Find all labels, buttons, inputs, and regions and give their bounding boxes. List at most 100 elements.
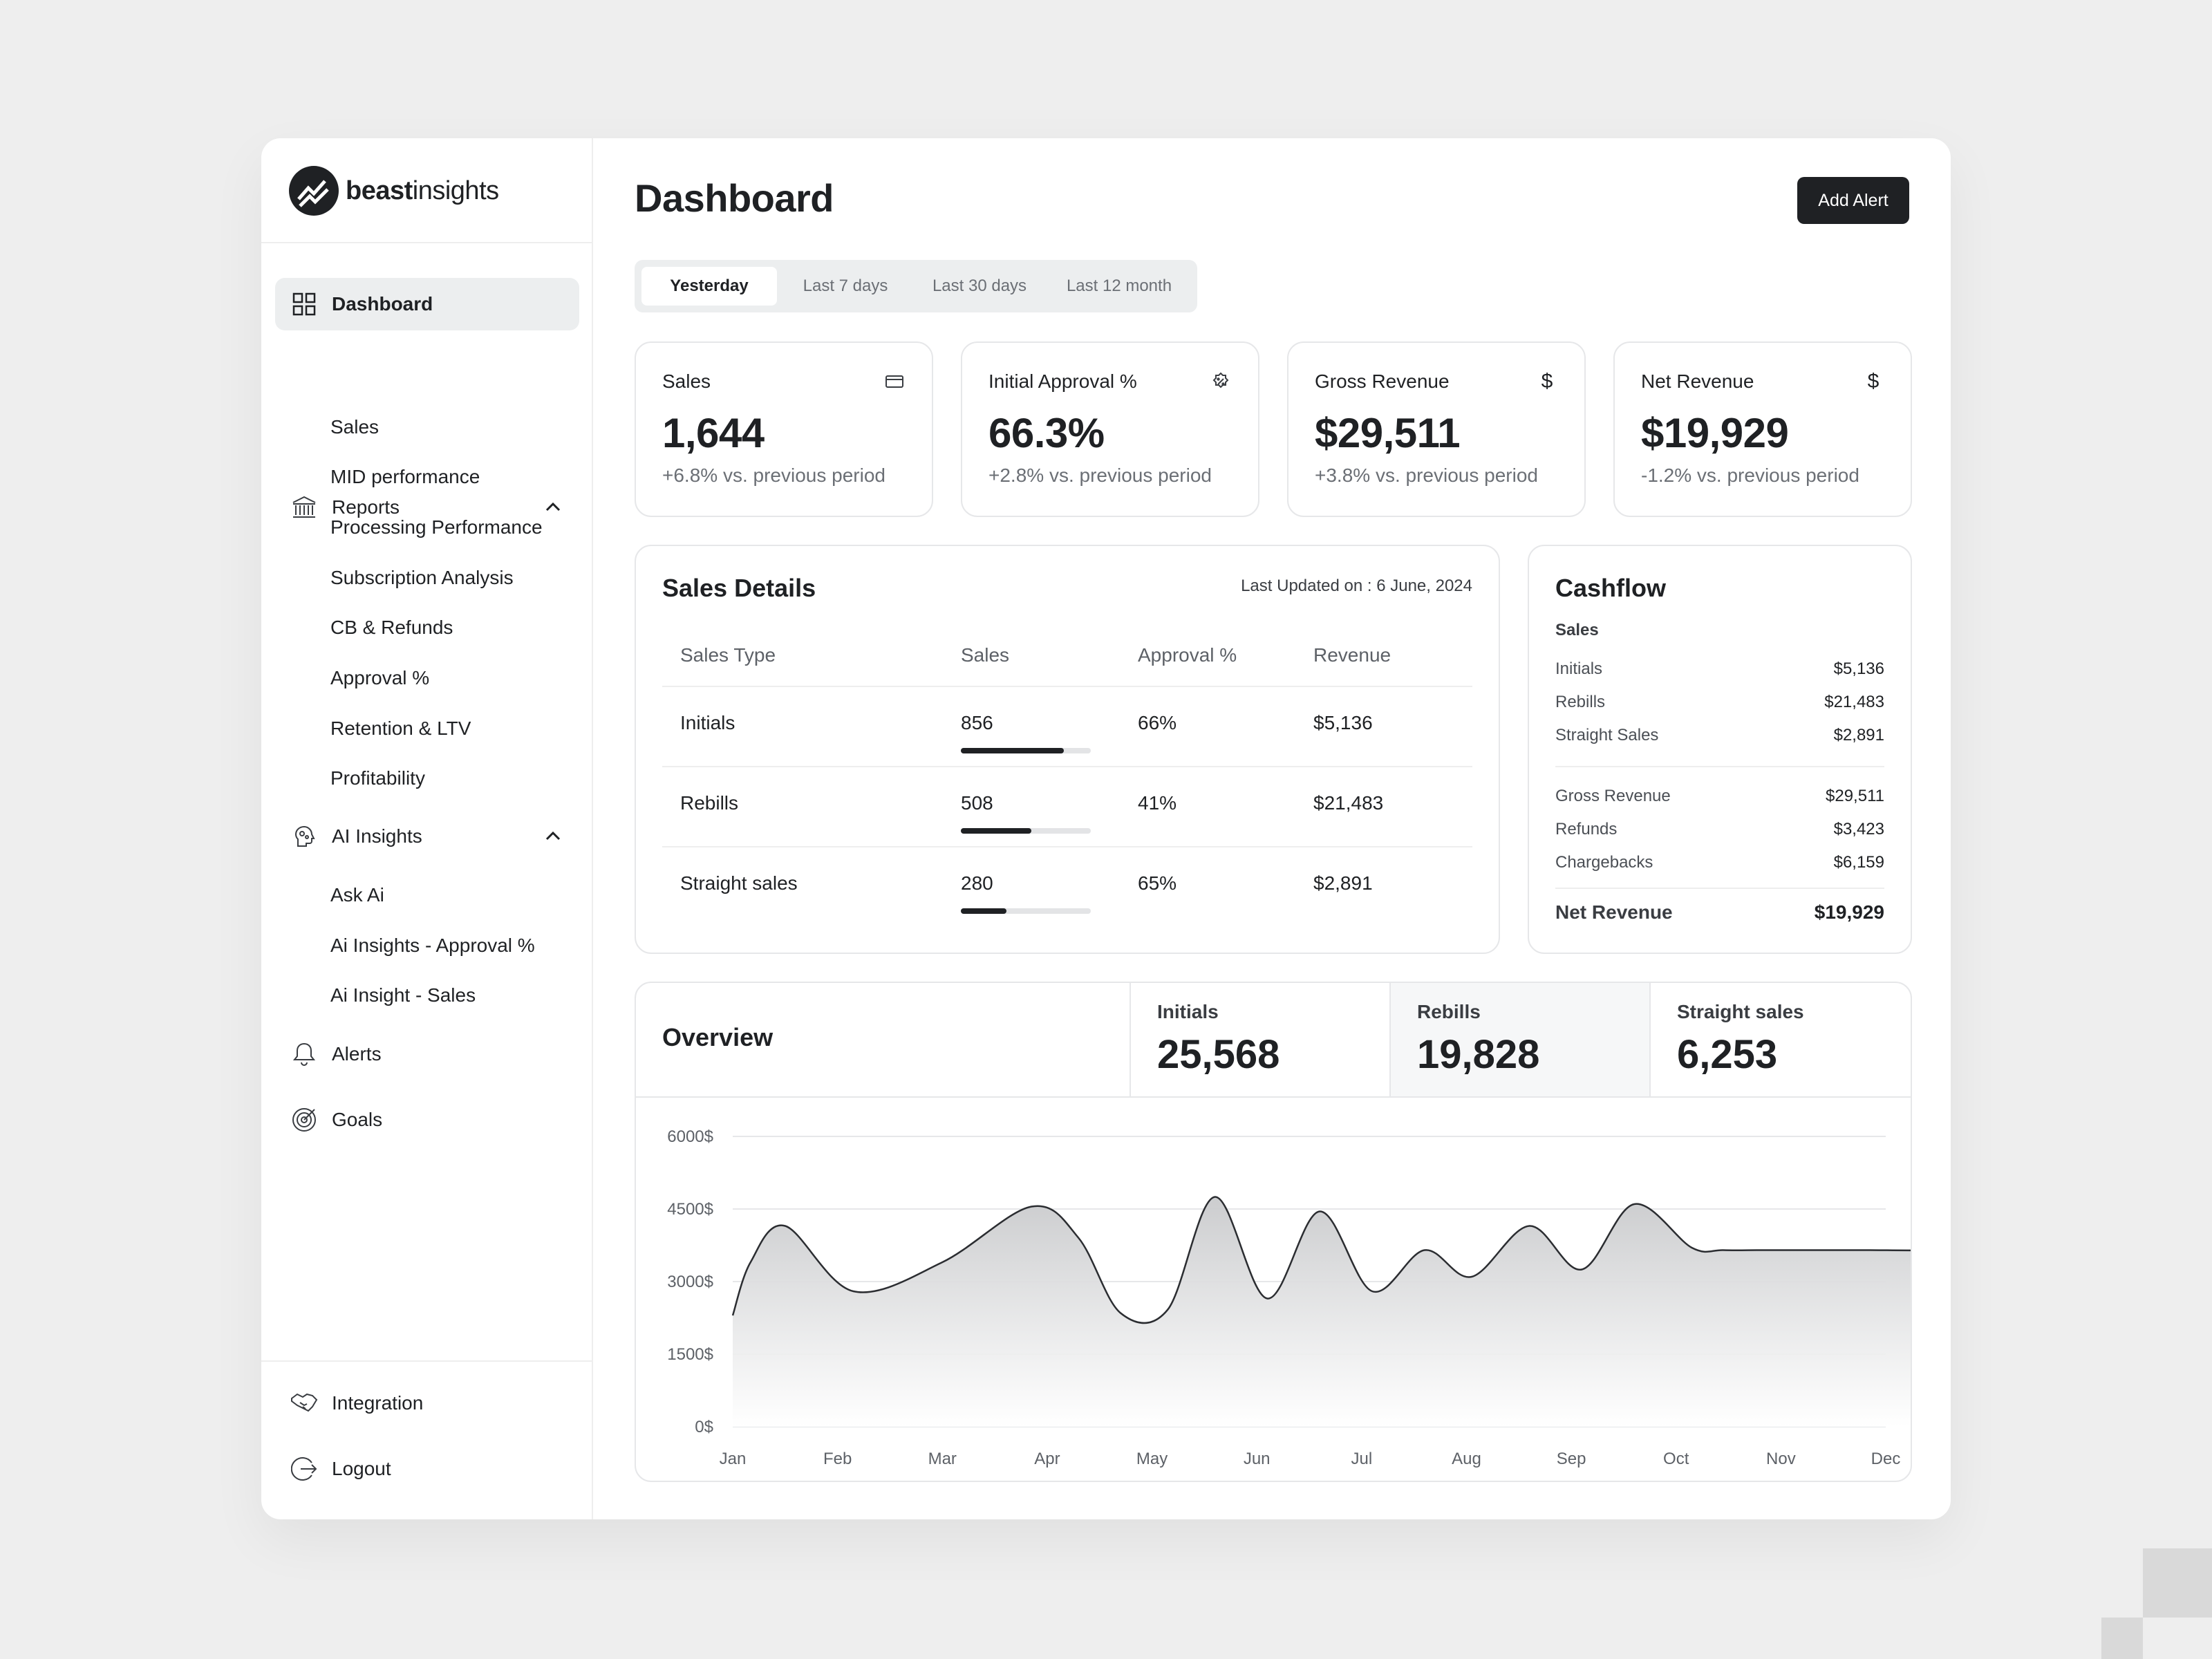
app-window: beastinsights Dashboard: [261, 138, 1951, 1519]
cashflow-row: Straight Sales $2,891: [1555, 726, 1884, 744]
page-title: Dashboard: [635, 176, 834, 220]
sidebar-item-ai-insights[interactable]: AI Insights: [275, 810, 579, 863]
last-updated: Last Updated on : 6 June, 2024: [1241, 577, 1472, 595]
stat-value: 25,568: [1157, 1032, 1280, 1077]
x-tick-label: Mar: [928, 1450, 957, 1468]
chevron-up-icon[interactable]: [542, 825, 564, 847]
cashflow-card: Cashflow Sales Initials $5,136 Rebills $21…: [1528, 545, 1912, 954]
sidebar-item-label: Integration: [332, 1392, 424, 1414]
card-title: Overview: [662, 1023, 774, 1051]
cashflow-row: Gross Revenue $29,511: [1555, 787, 1884, 805]
sales-share-fill: [961, 748, 1064, 753]
x-tick-label: Nov: [1766, 1450, 1796, 1468]
main-content: Dashboard Add Alert Yesterday Last 7 day…: [593, 138, 1951, 1519]
sales-share-bar: [961, 908, 1091, 914]
sidebar-subitem-retention-ltv[interactable]: Retention & LTV: [330, 718, 471, 739]
kpi-delta: +6.8% vs. previous period: [662, 465, 885, 486]
sidebar-item-label: Reports: [332, 496, 400, 518]
kpi-card-sales: Sales 1,644 +6.8% vs. previous period: [635, 341, 933, 517]
cell-revenue: $21,483: [1313, 792, 1384, 814]
tab-last-7-days[interactable]: Last 7 days: [803, 276, 888, 295]
overview-divider: [636, 1096, 1911, 1098]
overview-stat-initials[interactable]: Initials 25,568: [1130, 983, 1391, 1096]
cashflow-row: Chargebacks $6,159: [1555, 853, 1884, 872]
x-tick-label: Jul: [1351, 1450, 1372, 1468]
chevron-up-icon[interactable]: [542, 496, 564, 518]
sidebar-item-label: AI Insights: [332, 825, 422, 847]
x-tick-label: Jun: [1244, 1450, 1271, 1468]
sidebar: beastinsights Dashboard: [261, 138, 593, 1519]
sidebar-subitem-profitability[interactable]: Profitability: [330, 767, 425, 789]
brand-logo[interactable]: beastinsights: [289, 166, 499, 216]
card-icon: [883, 371, 906, 393]
logo-mark-icon: [289, 166, 339, 216]
y-tick-label: 0$: [695, 1418, 713, 1436]
cashflow-row: Refunds $3,423: [1555, 820, 1884, 838]
cell-sales: 508: [961, 792, 993, 814]
corner-decoration: [2143, 1548, 2212, 1618]
sidebar-divider: [261, 1360, 593, 1362]
stat-value: 19,828: [1417, 1032, 1540, 1077]
kpi-title: Net Revenue: [1641, 371, 1754, 392]
logout-icon: [290, 1455, 318, 1483]
cashflow-net-revenue: Net Revenue $19,929: [1555, 901, 1884, 923]
sidebar-item-label: Goals: [332, 1109, 383, 1130]
y-tick-label: 1500$: [667, 1345, 713, 1364]
sidebar-subitem-cb-refunds[interactable]: CB & Refunds: [330, 617, 453, 638]
column-header: Sales Type: [680, 644, 776, 666]
card-title: Sales Details: [662, 574, 816, 602]
cashflow-row: Initials $5,136: [1555, 659, 1884, 678]
tab-last-30-days[interactable]: Last 30 days: [932, 276, 1027, 295]
column-header: Approval %: [1138, 644, 1237, 666]
sidebar-item-alerts[interactable]: Alerts: [275, 1028, 579, 1080]
overview-stat-rebills[interactable]: Rebills 19,828: [1389, 983, 1651, 1096]
cell-sales: 856: [961, 712, 993, 733]
kpi-card-net-revenue: Net Revenue $ $19,929 -1.2% vs. previous…: [1613, 341, 1912, 517]
sidebar-item-integration[interactable]: Integration: [275, 1377, 579, 1430]
kpi-value: 1,644: [662, 410, 765, 456]
add-alert-button[interactable]: Add Alert: [1797, 177, 1909, 224]
series-line: [731, 1196, 1911, 1324]
cashflow-divider: [1555, 888, 1884, 889]
kpi-value: 66.3%: [988, 410, 1105, 456]
tab-yesterday[interactable]: Yesterday: [641, 267, 777, 306]
overview-area-chart: 6000$ 4500$ 3000$ 1500$ 0$ Jan Feb Mar Apr May Ju…: [667, 1127, 1911, 1468]
tab-last-12-month[interactable]: Last 12 month: [1066, 276, 1172, 295]
sidebar-subitem-mid-performance[interactable]: MID performance: [330, 466, 480, 487]
cell-sales-type: Rebills: [680, 792, 739, 814]
sidebar-subitem-ask-ai[interactable]: Ask Ai: [330, 884, 384, 906]
overview-card: Overview Initials 25,568 Rebills 19,828 …: [635, 982, 1912, 1482]
sidebar-subitem-ai-sales[interactable]: Ai Insight - Sales: [330, 984, 476, 1006]
sidebar-item-logout[interactable]: Logout: [275, 1443, 579, 1495]
bank-icon: [290, 494, 318, 521]
column-header: Revenue: [1313, 644, 1391, 666]
sales-share-bar: [961, 828, 1091, 834]
sidebar-subitem-processing-performance[interactable]: Processing Performance: [330, 516, 543, 538]
sidebar-item-goals[interactable]: Goals: [275, 1094, 579, 1146]
sidebar-item-label: Logout: [332, 1458, 391, 1479]
kpi-delta: -1.2% vs. previous period: [1641, 465, 1859, 486]
dollar-icon: $: [1541, 370, 1553, 393]
cell-sales: 280: [961, 872, 993, 894]
kpi-delta: +2.8% vs. previous period: [988, 465, 1212, 486]
sidebar-subitem-sales[interactable]: Sales: [330, 416, 379, 438]
sidebar-divider: [261, 242, 593, 243]
handshake-icon: [290, 1389, 318, 1417]
sales-share-bar: [961, 748, 1091, 753]
sidebar-subitem-approval[interactable]: Approval %: [330, 667, 430, 688]
sidebar-item-dashboard[interactable]: Dashboard: [275, 278, 579, 330]
x-tick-label: Dec: [1871, 1450, 1901, 1468]
date-range-tabs: Yesterday Last 7 days Last 30 days Last …: [635, 260, 1197, 312]
kpi-card-gross-revenue: Gross Revenue $ $29,511 +3.8% vs. previo…: [1287, 341, 1586, 517]
sidebar-item-reports[interactable]: Reports: [275, 481, 579, 534]
series-area: [733, 1197, 1911, 1427]
stat-value: 6,253: [1677, 1032, 1778, 1077]
cell-sales-type: Straight sales: [680, 872, 798, 894]
kpi-value: $29,511: [1315, 410, 1461, 456]
sidebar-subitem-ai-approval[interactable]: Ai Insights - Approval %: [330, 935, 535, 956]
sales-details-card: Sales Details Last Updated on : 6 June, …: [635, 545, 1500, 954]
overview-stat-straight-sales[interactable]: Straight sales 6,253: [1649, 983, 1911, 1096]
kpi-title: Initial Approval %: [988, 371, 1137, 392]
sidebar-subitem-subscription-analysis[interactable]: Subscription Analysis: [330, 567, 514, 588]
percent-badge-icon: [1210, 371, 1232, 393]
